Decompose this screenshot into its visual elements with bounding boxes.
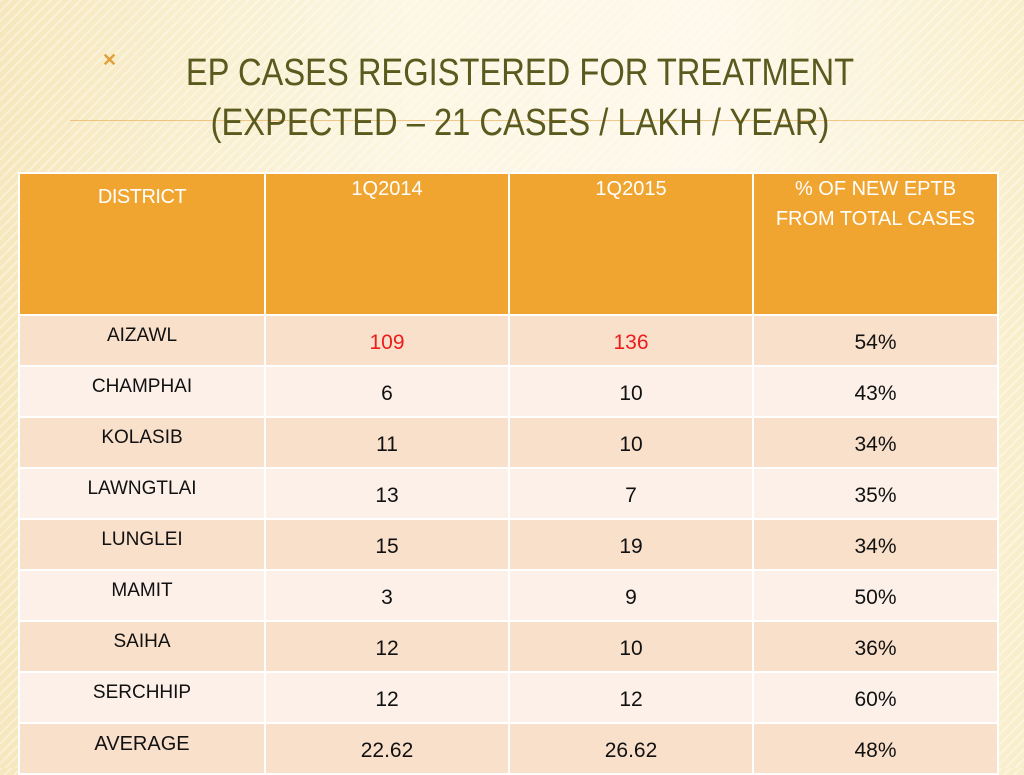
q2015-cell: 136	[508, 314, 754, 367]
percent-cell: 34%	[752, 518, 999, 571]
district-cell: AVERAGE	[18, 722, 266, 775]
table-row: AIZAWL 109 136 54%	[18, 314, 999, 367]
q2014-cell: 12	[264, 620, 510, 673]
slide-title-line-1: EP CASES REGISTERED FOR TREATMENT	[185, 52, 855, 94]
ep-cases-table: DISTRICT 1Q2014 1Q2015 % OF NEW EPTB FRO…	[18, 172, 999, 775]
district-cell: SERCHHIP	[18, 671, 266, 724]
table-row: SERCHHIP 12 12 60%	[18, 671, 999, 724]
district-cell: SAIHA	[18, 620, 266, 673]
q2014-cell: 109	[264, 314, 510, 367]
q2014-cell: 3	[264, 569, 510, 622]
average-row: AVERAGE 22.62 26.62 48%	[18, 722, 999, 775]
percent-cell: 34%	[752, 416, 999, 469]
percent-cell: 60%	[752, 671, 999, 724]
district-cell: MAMIT	[18, 569, 266, 622]
bullet-x-icon: ✕	[102, 50, 118, 70]
district-cell: KOLASIB	[18, 416, 266, 469]
q2014-cell: 12	[264, 671, 510, 724]
percent-cell: 54%	[752, 314, 999, 367]
q2014-cell: 22.62	[264, 722, 510, 775]
header-percent-new-eptb: % OF NEW EPTB FROM TOTAL CASES	[752, 172, 999, 316]
header-1q2015: 1Q2015	[508, 172, 754, 316]
q2015-cell: 10	[508, 620, 754, 673]
q2014-cell: 11	[264, 416, 510, 469]
table-row: KOLASIB 11 10 34%	[18, 416, 999, 469]
q2015-cell: 26.62	[508, 722, 754, 775]
percent-cell: 43%	[752, 365, 999, 418]
q2015-cell: 10	[508, 416, 754, 469]
q2014-cell: 13	[264, 467, 510, 520]
table-row: LAWNGTLAI 13 7 35%	[18, 467, 999, 520]
table-row: MAMIT 3 9 50%	[18, 569, 999, 622]
slide-title: EP CASES REGISTERED FOR TREATMENT (EXPEC…	[124, 48, 915, 148]
q2015-cell: 19	[508, 518, 754, 571]
percent-cell: 36%	[752, 620, 999, 673]
q2015-cell: 9	[508, 569, 754, 622]
percent-cell: 35%	[752, 467, 999, 520]
table-row: LUNGLEI 15 19 34%	[18, 518, 999, 571]
q2014-cell: 6	[264, 365, 510, 418]
title-underline	[70, 120, 1024, 121]
slide-title-line-2: (EXPECTED – 21 CASES / LAKH / YEAR)	[210, 102, 830, 144]
district-cell: AIZAWL	[18, 314, 266, 367]
q2015-cell: 12	[508, 671, 754, 724]
header-district: DISTRICT	[18, 172, 266, 316]
percent-cell: 48%	[752, 722, 999, 775]
table-row: SAIHA 12 10 36%	[18, 620, 999, 673]
district-cell: LUNGLEI	[18, 518, 266, 571]
header-1q2014: 1Q2014	[264, 172, 510, 316]
district-cell: LAWNGTLAI	[18, 467, 266, 520]
q2014-cell: 15	[264, 518, 510, 571]
district-cell: CHAMPHAI	[18, 365, 266, 418]
q2015-cell: 7	[508, 467, 754, 520]
table-header-row: DISTRICT 1Q2014 1Q2015 % OF NEW EPTB FRO…	[18, 172, 999, 316]
q2015-cell: 10	[508, 365, 754, 418]
percent-cell: 50%	[752, 569, 999, 622]
table-row: CHAMPHAI 6 10 43%	[18, 365, 999, 418]
